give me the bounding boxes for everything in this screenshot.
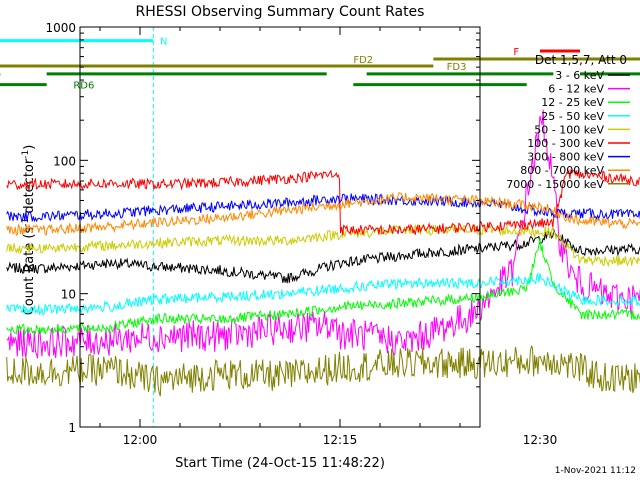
legend-label: 300 - 800 keV <box>527 151 604 164</box>
y-tick-label: 10 <box>61 288 76 302</box>
legend-label: 25 - 50 keV <box>541 110 604 123</box>
legend-title: Det 1,5,7, Att 0 <box>535 53 627 67</box>
y-tick-label: 100 <box>53 154 76 168</box>
series-line <box>6 345 640 397</box>
x-tick-label: 12:15 <box>323 433 358 447</box>
series-line <box>6 238 640 336</box>
flag-label: N <box>160 37 167 48</box>
flag-label: RD0 <box>0 70 1 81</box>
series-line <box>6 272 640 316</box>
series-line <box>6 168 640 236</box>
x-axis-label: Start Time (24-Oct-15 11:48:22) <box>175 456 385 471</box>
series-line <box>6 223 640 268</box>
generated-timestamp: 1-Nov-2021 11:12 <box>555 466 636 476</box>
flag-label: F <box>513 47 519 58</box>
x-tick-label: 12:30 <box>523 433 558 447</box>
legend-label: 100 - 300 keV <box>527 137 604 150</box>
flag-label: RD6 <box>73 81 94 92</box>
flag-label: FD2 <box>353 55 373 66</box>
plot-frame <box>79 26 481 428</box>
flag-label: FD3 <box>447 62 467 73</box>
legend-label: 800 - 7000 keV <box>520 164 604 177</box>
series-line <box>6 228 640 284</box>
legend-label: 7000 - 15000 keV <box>506 178 604 191</box>
legend-label: 50 - 100 keV <box>534 123 604 136</box>
y-axis: 1 10 100 1000 <box>45 21 480 435</box>
legend-label: 6 - 12 keV <box>548 83 604 96</box>
legend-label: 3 - 6 keV <box>555 69 604 82</box>
y-tick-label: 1 <box>68 421 76 435</box>
y-tick-label: 1000 <box>45 21 76 35</box>
legend-label: 12 - 25 keV <box>541 96 604 109</box>
plot-area: N F FD2 FD3 RD0 RD6 <box>0 27 640 427</box>
x-tick-label: 12:00 <box>123 433 158 447</box>
chart-title: RHESSI Observing Summary Count Rates <box>136 4 425 20</box>
series-line <box>6 109 640 359</box>
series-line <box>6 191 640 236</box>
